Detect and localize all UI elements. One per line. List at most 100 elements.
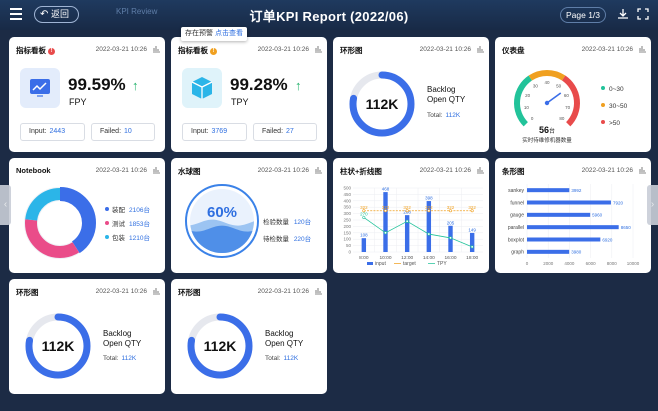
hbar-chart-card[interactable]: 条形图 2022-03-21 10:26 0 2000 4000 6000 8000 10… [495, 158, 651, 273]
ring-card[interactable]: 环形图 2022-03-21 10:26 112K Backlog Open QT… [333, 37, 489, 152]
ring-total: Total: 112K [265, 355, 299, 362]
chart-type-icon[interactable] [314, 44, 323, 53]
x-tick-label: 16:00 [444, 255, 456, 261]
line-point [405, 209, 409, 213]
line-point [362, 209, 366, 213]
gauge-tick-label: 70 [565, 105, 571, 110]
line-point [449, 236, 453, 240]
stat-row: 待检数量 220台 [263, 236, 312, 243]
bar-data-label: 398 [425, 196, 433, 201]
ring-value: 112K [42, 338, 75, 354]
ring-card[interactable]: 环形图 2022-03-21 10:26 112K Backlog Open QT… [9, 279, 165, 394]
bar-data-label: 205 [447, 220, 455, 225]
page-indicator[interactable]: Page 1/3 [560, 7, 606, 23]
water-percent: 60% [207, 204, 237, 221]
bar [527, 249, 570, 254]
series-line [363, 217, 473, 248]
ring-value: 112K [204, 338, 237, 354]
page-title: 订单KPI Report (2022/06) [249, 9, 409, 24]
line-data-label: 322 [382, 205, 390, 210]
liquid-fill-chart: 60% [185, 184, 259, 258]
gauge-legend-item: 0~30 [601, 81, 627, 98]
line-data-label: 322 [425, 205, 433, 210]
chart-type-icon[interactable] [314, 165, 323, 174]
cube-icon [182, 68, 222, 108]
back-arrow-icon: ↶ [40, 9, 49, 20]
ring-progress-arc [349, 71, 415, 137]
card-timestamp: 2022-03-21 10:26 [95, 167, 147, 174]
download-icon[interactable] [617, 8, 629, 20]
card-title: 环形图 [16, 288, 39, 297]
combo-chart-card[interactable]: 柱状+折线图 2022-03-21 10:26 0 50 100 150 200 250 3… [333, 158, 489, 273]
bar-data-label: 468 [382, 187, 390, 192]
y-tick-label: 200 [343, 224, 351, 229]
chart-type-icon[interactable] [152, 165, 161, 174]
card-title: 指标看板 [178, 46, 208, 55]
bar-data-label: 149 [468, 227, 476, 232]
x-tick-label: 0 [526, 261, 529, 266]
donut-legend-item: 包装 1210台 [105, 232, 150, 246]
gauge-needle [546, 92, 562, 104]
card-timestamp: 2022-03-21 10:26 [581, 46, 633, 53]
water-ball-card[interactable]: 水球图 2022-03-21 10:26 60% 检验数量 120台 待检数量 … [171, 158, 327, 273]
bar-data-label: 3992 [571, 188, 582, 193]
card-title: 仪表盘 [502, 46, 525, 55]
donut-legend: 装配 2106台 测试 1853台 包装 1210台 [105, 204, 150, 246]
bar [527, 237, 601, 242]
donut-legend-item: 装配 2106台 [105, 204, 150, 218]
gauge-pivot [544, 100, 550, 106]
view-warning-link[interactable]: 点击查看 [215, 30, 243, 37]
bar [527, 188, 570, 193]
bar [383, 192, 388, 252]
x-tick-label: 10000 [627, 261, 640, 266]
donut-legend-item: 测试 1853台 [105, 218, 150, 232]
gauge-legend-item: 30~50 [601, 98, 627, 115]
back-button[interactable]: ↶ 返回 [34, 6, 79, 23]
card-title: 条形图 [502, 167, 525, 176]
x-tick-label: 10:00 [379, 255, 391, 261]
bar [361, 238, 367, 252]
line-point [405, 219, 409, 223]
donut-chart [24, 187, 96, 259]
gauge-card[interactable]: 仪表盘 2022-03-21 10:26 0 10 20 30 40 50 60 70 80 5… [495, 37, 651, 152]
y-tick-label: 150 [343, 230, 351, 235]
notebook-card[interactable]: Notebook 2022-03-21 10:26 装配 2106台 测试 1853台… [9, 158, 165, 273]
chart-type-icon[interactable] [152, 44, 161, 53]
chart-type-icon[interactable] [638, 44, 647, 53]
combo-chart: 0501001502002503003504004505001084682883… [343, 186, 483, 267]
chart-type-icon[interactable] [152, 286, 161, 295]
menu-icon[interactable] [10, 8, 24, 20]
kpi-card-tpy[interactable]: 指标看板! 2022-03-21 10:26 99.28% ↑ TPY Inpu… [171, 37, 327, 152]
y-tick-label: 100 [343, 237, 351, 242]
card-timestamp: 2022-03-21 10:26 [257, 46, 309, 53]
line-point [449, 209, 453, 213]
top-header: ↶ 返回 KPI Review 订单KPI Report (2022/06) P… [0, 0, 658, 30]
card-title: 柱状+折线图 [340, 167, 382, 176]
category-label: boxplot [508, 237, 525, 243]
line-data-label: 322 [468, 205, 476, 210]
y-tick-label: 0 [348, 250, 351, 255]
chart-type-icon[interactable] [314, 286, 323, 295]
gauge-band [561, 75, 580, 127]
line-point [427, 232, 431, 236]
background-tab-title: KPI Review [116, 7, 158, 16]
chart-type-icon[interactable] [638, 165, 647, 174]
card-timestamp: 2022-03-21 10:26 [419, 167, 471, 174]
next-page-arrow-icon[interactable]: › [647, 185, 658, 225]
gauge-tick-label: 10 [524, 105, 530, 110]
chart-type-icon[interactable] [476, 165, 485, 174]
legend-label: TPY [437, 261, 447, 267]
chart-type-icon[interactable] [476, 44, 485, 53]
ring-label: Backlog Open QTY [427, 85, 466, 104]
x-tick-label: 12:00 [401, 255, 413, 261]
kpi-value: 99.28% [230, 75, 288, 94]
category-label: gauge [510, 213, 524, 219]
prev-page-arrow-icon[interactable]: ‹ [0, 185, 11, 225]
gauge-band [528, 70, 566, 81]
line-data-label: 322 [360, 205, 368, 210]
progress-ring: 112K [349, 71, 415, 137]
kpi-card-fpy[interactable]: 指标看板! 2022-03-21 10:26 99.59% ↑ FPY Inpu… [9, 37, 165, 152]
ring-card[interactable]: 环形图 2022-03-21 10:26 112K Backlog Open QT… [171, 279, 327, 394]
fullscreen-icon[interactable] [637, 8, 649, 20]
kpi-value: 99.59% [68, 75, 126, 94]
